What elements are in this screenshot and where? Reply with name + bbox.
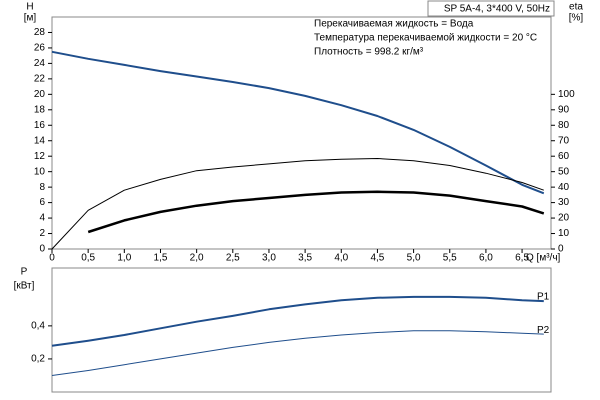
title-box — [427, 0, 555, 17]
y2-tick-label: 0 — [558, 244, 564, 255]
plot-frame — [51, 16, 552, 250]
y2-tick-label: 70 — [558, 135, 570, 146]
y-tick-label: 2 — [39, 228, 45, 239]
x-axis-label: Q [м³/ч] — [526, 253, 561, 264]
y2-tick-label: 80 — [558, 120, 570, 131]
y-tick-label: 0 — [39, 244, 45, 255]
y-tick-label: 16 — [34, 120, 46, 131]
y2-tick-label: 60 — [558, 151, 570, 162]
x-tick-label: 6,5 — [515, 253, 529, 264]
curve — [51, 158, 544, 250]
y-tick-label: 0,2 — [31, 354, 45, 365]
y2-tick-label: 20 — [558, 213, 570, 224]
y-tick-label: 20 — [34, 89, 46, 100]
x-tick-label: 3,5 — [298, 253, 312, 264]
y-tick-label: 28 — [34, 27, 46, 38]
y2-tick-label: 30 — [558, 197, 570, 208]
chart-title: SP 5A-4, 3*400 V, 50Hz — [444, 4, 550, 15]
y-tick-label: 0,4 — [31, 321, 45, 332]
plot-frame — [51, 267, 552, 393]
curve — [51, 50, 545, 195]
curve — [51, 330, 544, 376]
y2-axis-unit: [%] — [569, 13, 584, 24]
y-tick-label: 4 — [39, 213, 45, 224]
y-tick-label: 14 — [34, 135, 46, 146]
x-tick-label: 5,5 — [443, 253, 457, 264]
x-tick-label: 3,0 — [262, 253, 276, 264]
x-tick-label: 2,5 — [226, 253, 240, 264]
y-tick-label: 6 — [39, 197, 45, 208]
y2-tick-label: 100 — [558, 89, 575, 100]
x-tick-label: 4,5 — [370, 253, 384, 264]
x-tick-label: 6,0 — [479, 253, 493, 264]
y-axis-label: P — [21, 267, 28, 278]
y-tick-label: 22 — [34, 74, 46, 85]
y-axis-unit: [м] — [24, 13, 37, 24]
y-tick-label: 8 — [39, 182, 45, 193]
y-tick-label: 26 — [34, 43, 46, 54]
x-tick-label: 2,0 — [190, 253, 204, 264]
series-label: P2 — [537, 325, 550, 336]
x-tick-label: 4,0 — [334, 253, 348, 264]
y-tick-label: 24 — [34, 58, 46, 69]
annotation: Перекачиваемая жидкость = Вода — [314, 19, 474, 30]
y-tick-label: 10 — [34, 166, 46, 177]
x-tick-label: 5,0 — [407, 253, 421, 264]
y2-axis-label: eta — [569, 2, 583, 13]
curve — [87, 190, 545, 234]
y-axis-label: H — [26, 2, 33, 13]
y2-tick-label: 50 — [558, 166, 570, 177]
annotation: Температура перекачиваемой жидкости = 20… — [314, 33, 537, 44]
y-tick-label: 18 — [34, 104, 46, 115]
x-tick-label: 0 — [49, 253, 55, 264]
annotation: Плотность = 998.2 кг/м³ — [314, 47, 424, 58]
x-tick-label: 1,0 — [117, 253, 131, 264]
x-tick-label: 0,5 — [81, 253, 95, 264]
y-axis-unit: [кВт] — [14, 281, 35, 292]
series-label: P1 — [537, 292, 550, 303]
x-tick-label: 1,5 — [154, 253, 168, 264]
y2-tick-label: 10 — [558, 228, 570, 239]
y2-tick-label: 40 — [558, 182, 570, 193]
y-tick-label: 12 — [34, 151, 46, 162]
curve — [51, 295, 544, 347]
y2-tick-label: 90 — [558, 104, 570, 115]
